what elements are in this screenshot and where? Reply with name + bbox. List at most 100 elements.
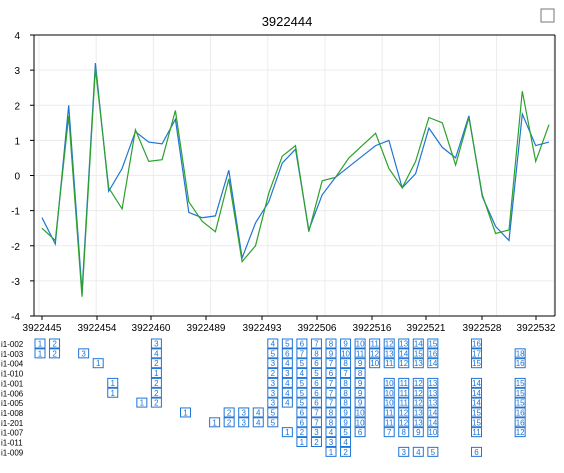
sequence-box [369, 338, 381, 349]
sequence-number: 9 [343, 408, 348, 417]
sequence-number: 14 [472, 399, 481, 408]
sequence-number: 7 [314, 340, 319, 349]
sequence-box [310, 338, 322, 349]
sequence-box [383, 407, 395, 418]
sequence-box [340, 407, 352, 418]
sequence-box [49, 348, 61, 359]
sequence-box [296, 358, 308, 369]
row-label: i1-006 [1, 389, 24, 398]
sequence-number: 12 [399, 418, 408, 427]
sequence-number: 4 [256, 418, 261, 427]
sequence-box [383, 358, 395, 369]
sequence-box [150, 348, 162, 359]
sequence-number: 15 [516, 399, 525, 408]
sequence-number: 2 [154, 379, 159, 388]
sequence-number: 11 [400, 399, 409, 408]
sequence-number: 10 [356, 418, 365, 427]
sequence-number: 10 [428, 428, 437, 437]
sequence-number: 11 [385, 418, 394, 427]
sequence-number: 2 [52, 340, 57, 349]
row-label: i1-005 [1, 399, 24, 408]
sequence-box [238, 407, 250, 418]
sequence-number: 2 [227, 418, 232, 427]
sequence-number: 3 [154, 340, 159, 349]
sequence-number: 9 [358, 399, 363, 408]
sequence-box [354, 348, 366, 359]
y-tick-label: 4 [14, 31, 20, 42]
sequence-box [325, 377, 337, 388]
sequence-box [427, 348, 439, 359]
sequence-box [296, 387, 308, 398]
sequence-box [150, 368, 162, 379]
sequence-box [427, 358, 439, 369]
sequence-number: 4 [285, 389, 290, 398]
row-label: i1-002 [1, 340, 24, 349]
sequence-number: 9 [358, 359, 363, 368]
sequence-box [325, 358, 337, 369]
sequence-box [281, 397, 293, 408]
sequence-box [354, 387, 366, 398]
sequence-box [296, 437, 308, 447]
sequence-number: 16 [516, 418, 525, 427]
sequence-box [340, 417, 352, 428]
sequence-box [325, 437, 337, 447]
sequence-box [398, 446, 410, 457]
sequence-number: 8 [358, 369, 363, 378]
sequence-box [398, 348, 410, 359]
sequence-box [325, 338, 337, 349]
sequence-number: 11 [400, 379, 409, 388]
chart-title: 3922444 [262, 14, 313, 29]
row-label: i1-001 [1, 379, 24, 388]
sequence-box [427, 446, 439, 457]
sequence-box [78, 348, 90, 359]
sequence-number: 14 [414, 340, 423, 349]
sequence-number: 6 [314, 379, 319, 388]
sequence-box [325, 407, 337, 418]
row-label: i1-010 [1, 370, 24, 379]
sequence-box [281, 427, 293, 438]
sequence-box [136, 397, 148, 408]
sequence-box [310, 427, 322, 438]
sequence-box [340, 377, 352, 388]
sequence-box [150, 358, 162, 369]
sequence-number: 2 [154, 389, 159, 398]
sequence-number: 3 [402, 448, 407, 457]
sequence-number: 12 [414, 399, 423, 408]
sequence-number: 10 [341, 349, 350, 358]
sequence-box [471, 446, 482, 457]
checkbox[interactable] [540, 8, 555, 23]
sequence-box [471, 427, 482, 438]
sequence-box [267, 407, 279, 418]
sequence-number: 3 [285, 369, 290, 378]
sequence-number: 16 [516, 359, 525, 368]
sequence-number: 4 [256, 408, 261, 417]
sequence-box [412, 446, 424, 457]
sequence-box [296, 397, 308, 408]
sequence-number: 7 [314, 408, 319, 417]
sequence-box [471, 417, 482, 428]
sequence-box [398, 338, 410, 349]
sequence-box [383, 427, 395, 438]
sequence-box [398, 387, 410, 398]
sequence-number: 14 [399, 349, 408, 358]
sequence-box [354, 427, 366, 438]
sequence-box [238, 417, 250, 428]
sequence-box [281, 348, 293, 359]
y-tick-label: 2 [14, 101, 20, 112]
sequence-box [92, 358, 104, 369]
sequence-number: 2 [300, 428, 305, 437]
x-tick-label: 3922489 [187, 323, 226, 334]
sequence-box [514, 417, 526, 428]
sequence-number: 6 [300, 408, 305, 417]
sequence-box [310, 358, 322, 369]
sequence-number: 13 [385, 349, 394, 358]
y-tick-label: 3 [14, 66, 20, 77]
sequence-number: 7 [314, 418, 319, 427]
sequence-number: 1 [111, 379, 116, 388]
sequence-box [107, 387, 119, 398]
sequence-number: 10 [385, 379, 394, 388]
sequence-box [471, 377, 482, 388]
sequence-box [296, 407, 308, 418]
sequence-number: 1 [300, 438, 305, 447]
